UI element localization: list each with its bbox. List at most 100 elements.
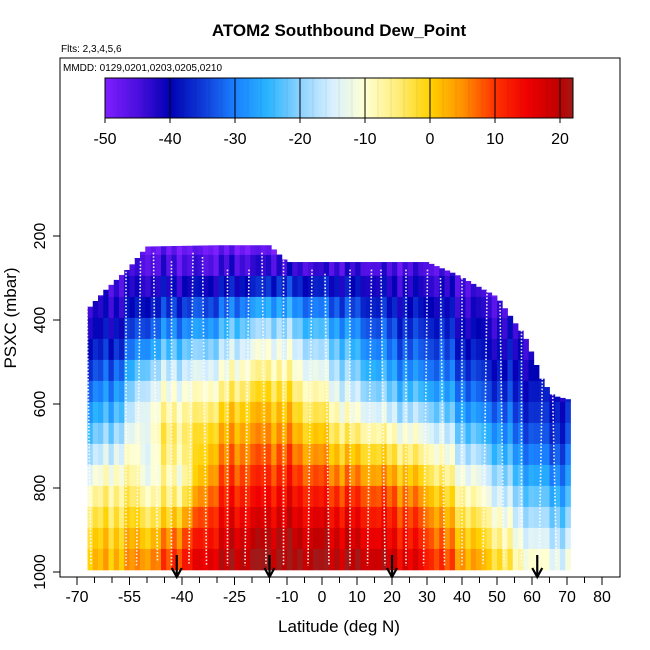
x-tick-label: -25 (223, 589, 246, 606)
heatmap-cell (318, 422, 325, 445)
heatmap-cell (134, 275, 141, 298)
heatmap-cell (455, 296, 461, 319)
heatmap-cell (98, 317, 104, 340)
heatmap-cell (407, 338, 414, 361)
heatmap-cell (255, 464, 262, 487)
heatmap-cell (229, 245, 235, 260)
heatmap-cell (182, 275, 188, 298)
heatmap-cell (108, 296, 115, 319)
heatmap-cell (129, 485, 136, 508)
heatmap-cell (523, 422, 529, 445)
heatmap-cell (92, 464, 99, 487)
heatmap-cell (166, 359, 172, 382)
heatmap-cell (92, 301, 99, 319)
heatmap-cell (491, 295, 498, 298)
heatmap-cell (103, 296, 109, 319)
heatmap-cell (308, 422, 314, 445)
heatmap-cell (239, 380, 246, 403)
heatmap-cell (544, 443, 550, 466)
heatmap-cell (455, 443, 461, 466)
heatmap-cell (350, 338, 356, 361)
heatmap-cell (140, 527, 146, 550)
heatmap-cell (245, 422, 251, 445)
heatmap-cell (476, 422, 482, 445)
heatmap-cell (218, 317, 225, 340)
heatmap-cell (239, 401, 246, 424)
heatmap-cell (145, 380, 151, 403)
heatmap-cell (192, 254, 199, 277)
heatmap-cell (533, 422, 540, 445)
heatmap-cell (187, 296, 193, 319)
heatmap-cell (386, 401, 393, 424)
heatmap-cell (413, 296, 419, 319)
heatmap-cell (460, 317, 466, 340)
heatmap-cell (208, 254, 214, 277)
heatmap-cell (292, 296, 298, 319)
heatmap-cell (323, 548, 330, 571)
heatmap-cell (428, 548, 435, 571)
heatmap-cell (119, 464, 125, 487)
colorbar-ticks: -50 -40 -30 -20 -10 0 10 20 (93, 78, 569, 148)
heatmap-cell (371, 485, 377, 508)
heatmap-cell (234, 275, 241, 298)
heatmap-cell (344, 443, 351, 466)
heatmap-cell (344, 296, 351, 319)
heatmap-cell (518, 464, 524, 487)
heatmap-cell (518, 443, 524, 466)
heatmap-cell (287, 359, 293, 382)
heatmap-cell (287, 527, 293, 550)
heatmap-cell (140, 275, 146, 298)
heatmap-cell (119, 485, 125, 508)
heatmap-cell (103, 380, 109, 403)
heatmap-cell (145, 401, 151, 424)
heatmap-cell (276, 527, 283, 550)
heatmap-cell (413, 275, 419, 298)
heatmap-cell (245, 506, 251, 529)
heatmap-cell (486, 401, 493, 424)
heatmap-cell (376, 317, 382, 340)
heatmap-cell (350, 380, 356, 403)
heatmap-cell (428, 317, 435, 340)
heatmap-cell (229, 527, 235, 550)
heatmap-cell (423, 506, 430, 529)
heatmap-cell (434, 275, 440, 298)
heatmap-cell (134, 338, 141, 361)
heatmap-cell (507, 485, 514, 508)
heatmap-cell (260, 464, 267, 487)
heatmap-cell (329, 262, 335, 277)
heatmap-cell (302, 317, 309, 340)
heatmap-cell (350, 506, 356, 529)
heatmap-cell (355, 443, 361, 466)
heatmap-cell (218, 506, 225, 529)
heatmap-cell (407, 485, 414, 508)
colorbar-tick-label: -50 (93, 131, 116, 148)
heatmap-cell (334, 262, 340, 277)
heatmap-cell (507, 359, 514, 382)
heatmap-cell (486, 527, 493, 550)
heatmap-cell (297, 380, 304, 403)
heatmap-cell (218, 548, 225, 571)
heatmap-cell (539, 485, 545, 508)
heatmap-cell (302, 485, 309, 508)
heatmap-cell (528, 401, 535, 424)
heatmap-cell (266, 359, 272, 382)
heatmap-cell (371, 548, 377, 571)
heatmap-cell (145, 506, 151, 529)
heatmap-cell (287, 464, 293, 487)
heatmap-cell (418, 338, 424, 361)
heatmap-cell (92, 548, 99, 571)
heatmap-cell (287, 275, 293, 298)
heatmap-cell (192, 443, 199, 466)
heatmap-cell (271, 254, 277, 277)
heatmap-cell (234, 296, 241, 319)
x-tick-label: 50 (488, 589, 506, 606)
heatmap-cell (481, 422, 487, 445)
heatmap-cell (276, 296, 283, 319)
heatmap-cell (129, 296, 136, 319)
heatmap-cell (166, 464, 172, 487)
heatmap-cell (271, 380, 277, 403)
heatmap-cell (486, 464, 493, 487)
heatmap-cell (155, 359, 162, 382)
heatmap-cell (308, 262, 314, 277)
heatmap-cell (208, 485, 214, 508)
